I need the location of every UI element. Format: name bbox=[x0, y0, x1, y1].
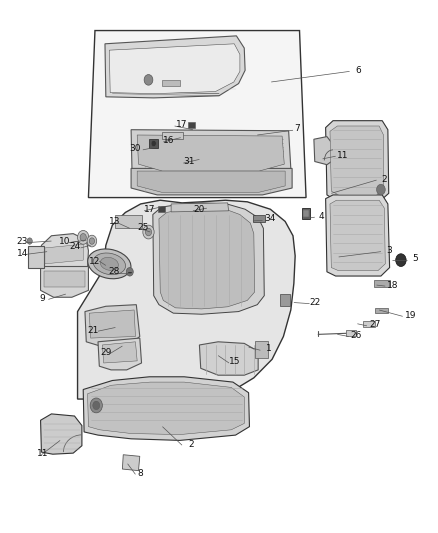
Polygon shape bbox=[78, 200, 295, 406]
Circle shape bbox=[143, 225, 154, 239]
Polygon shape bbox=[158, 206, 165, 212]
Polygon shape bbox=[28, 246, 44, 268]
Polygon shape bbox=[131, 130, 291, 175]
Polygon shape bbox=[116, 215, 141, 228]
Circle shape bbox=[78, 230, 89, 244]
Text: 31: 31 bbox=[184, 157, 195, 166]
Text: 16: 16 bbox=[163, 136, 175, 145]
Text: 13: 13 bbox=[109, 217, 120, 226]
Polygon shape bbox=[171, 203, 229, 212]
Text: 29: 29 bbox=[100, 348, 112, 357]
Ellipse shape bbox=[88, 249, 131, 279]
Polygon shape bbox=[83, 377, 250, 440]
Circle shape bbox=[90, 398, 102, 413]
Polygon shape bbox=[105, 36, 245, 98]
Polygon shape bbox=[280, 294, 290, 306]
Polygon shape bbox=[122, 455, 140, 471]
Text: 17: 17 bbox=[176, 120, 188, 129]
Circle shape bbox=[93, 401, 100, 410]
Polygon shape bbox=[41, 266, 88, 297]
Text: 14: 14 bbox=[17, 249, 28, 258]
Circle shape bbox=[89, 238, 95, 244]
Text: 27: 27 bbox=[369, 320, 381, 329]
Text: 30: 30 bbox=[130, 144, 141, 154]
Circle shape bbox=[145, 228, 152, 236]
Text: 15: 15 bbox=[229, 358, 240, 367]
Polygon shape bbox=[314, 136, 333, 165]
Ellipse shape bbox=[93, 253, 126, 274]
Polygon shape bbox=[41, 414, 82, 454]
Polygon shape bbox=[85, 305, 140, 347]
Circle shape bbox=[377, 184, 385, 195]
Circle shape bbox=[151, 140, 156, 147]
Polygon shape bbox=[253, 215, 265, 222]
Polygon shape bbox=[325, 195, 390, 276]
Polygon shape bbox=[254, 341, 268, 358]
Text: 3: 3 bbox=[386, 246, 392, 255]
Polygon shape bbox=[325, 120, 389, 200]
Polygon shape bbox=[374, 280, 390, 287]
Circle shape bbox=[144, 75, 153, 85]
Polygon shape bbox=[88, 382, 244, 434]
Text: 34: 34 bbox=[265, 214, 276, 223]
Polygon shape bbox=[346, 330, 356, 336]
Polygon shape bbox=[159, 208, 254, 309]
Polygon shape bbox=[153, 203, 264, 314]
Text: 26: 26 bbox=[350, 331, 362, 340]
Polygon shape bbox=[102, 342, 137, 363]
Text: 11: 11 bbox=[37, 449, 49, 458]
Text: 1: 1 bbox=[266, 344, 272, 353]
Polygon shape bbox=[110, 44, 240, 94]
Text: 24: 24 bbox=[69, 242, 80, 251]
Polygon shape bbox=[162, 80, 180, 86]
Text: 7: 7 bbox=[294, 124, 300, 133]
Text: 12: 12 bbox=[89, 257, 101, 265]
Polygon shape bbox=[88, 30, 306, 198]
Text: 17: 17 bbox=[144, 205, 155, 214]
Circle shape bbox=[27, 238, 32, 244]
Ellipse shape bbox=[100, 257, 118, 270]
Polygon shape bbox=[131, 168, 292, 195]
Text: 21: 21 bbox=[87, 326, 99, 335]
Circle shape bbox=[126, 268, 133, 276]
Polygon shape bbox=[45, 244, 83, 264]
Text: 5: 5 bbox=[412, 254, 418, 263]
Polygon shape bbox=[44, 271, 85, 287]
Circle shape bbox=[87, 235, 97, 247]
Polygon shape bbox=[363, 321, 375, 327]
Text: 25: 25 bbox=[137, 223, 148, 232]
Polygon shape bbox=[98, 338, 141, 370]
Text: 9: 9 bbox=[40, 294, 46, 303]
Text: 2: 2 bbox=[188, 440, 194, 449]
Text: 8: 8 bbox=[138, 469, 144, 478]
Polygon shape bbox=[187, 122, 194, 127]
Text: 18: 18 bbox=[387, 280, 399, 289]
Polygon shape bbox=[302, 208, 311, 219]
Polygon shape bbox=[89, 310, 135, 338]
Polygon shape bbox=[41, 233, 88, 273]
Polygon shape bbox=[375, 308, 388, 313]
Text: 2: 2 bbox=[381, 174, 387, 183]
Text: 6: 6 bbox=[355, 66, 361, 75]
Polygon shape bbox=[304, 211, 309, 216]
Polygon shape bbox=[330, 200, 385, 271]
Text: 23: 23 bbox=[17, 237, 28, 246]
Circle shape bbox=[80, 233, 86, 241]
Polygon shape bbox=[137, 135, 284, 171]
Polygon shape bbox=[137, 171, 285, 192]
Text: 4: 4 bbox=[318, 212, 324, 221]
Polygon shape bbox=[162, 132, 184, 139]
Text: 20: 20 bbox=[194, 205, 205, 214]
Polygon shape bbox=[149, 139, 158, 148]
Circle shape bbox=[396, 254, 406, 266]
Text: 11: 11 bbox=[337, 151, 349, 160]
Polygon shape bbox=[199, 342, 258, 375]
Polygon shape bbox=[330, 126, 384, 195]
Text: 19: 19 bbox=[405, 311, 416, 320]
Text: 10: 10 bbox=[59, 237, 70, 246]
Text: 22: 22 bbox=[309, 297, 320, 306]
Text: 28: 28 bbox=[108, 268, 120, 276]
